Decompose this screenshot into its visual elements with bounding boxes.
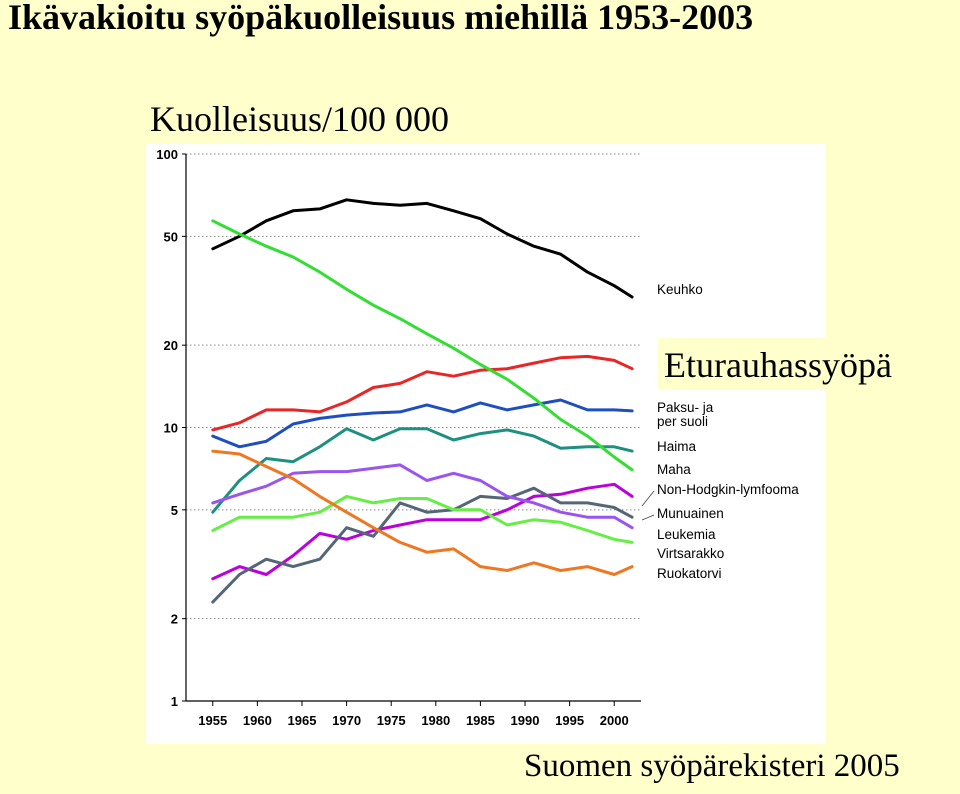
- legend-label-leukemia: Leukemia: [657, 527, 716, 542]
- legend-label-haima: Haima: [657, 439, 697, 454]
- y-tick-label-1: 1: [171, 694, 178, 709]
- y-tick-label-20: 20: [164, 338, 178, 353]
- legend-label-ruokatorvi: Ruokatorvi: [657, 566, 722, 581]
- y-tick-label-50: 50: [164, 229, 178, 244]
- legend-label-per-suoli: per suoli: [657, 414, 708, 429]
- x-tick-label-1955: 1955: [198, 713, 227, 728]
- series-line-leukemia: [211, 463, 634, 530]
- x-tick-label-1985: 1985: [466, 713, 495, 728]
- series-line-haima: [211, 427, 634, 514]
- y-tick-label-100: 100: [156, 147, 178, 162]
- x-tick-label-2000: 2000: [600, 713, 629, 728]
- x-tick-label-1960: 1960: [243, 713, 272, 728]
- legend-label-paksu-ja: Paksu- ja: [657, 400, 714, 415]
- y-axis-label: Kuolleisuus/100 000: [150, 99, 450, 139]
- series-line-keuhko: [211, 198, 634, 299]
- y-tick-label-10: 10: [164, 421, 178, 436]
- x-tick-label-1970: 1970: [332, 713, 361, 728]
- y-tick-label-2: 2: [171, 612, 178, 627]
- y-tick-label-5: 5: [171, 503, 178, 518]
- chart-title: Ikävakioitu syöpäkuolleisuus miehillä 19…: [8, 0, 754, 37]
- legend-label-munuainen: Munuainen: [657, 506, 724, 521]
- x-tick-label-1965: 1965: [288, 713, 317, 728]
- plot-panel: 1 2 5 10 20 50 100 1955 1960 1965 1970 1975 1980 1985…: [146, 144, 826, 744]
- line-chart: 1 2 5 10 20 50 100 1955 1960 1965 1970 1975 1980 1985…: [156, 147, 799, 728]
- series-line-maha: [211, 219, 634, 472]
- x-tick-label-1980: 1980: [421, 713, 450, 728]
- x-tick-label-1975: 1975: [377, 713, 406, 728]
- callout-label-prostate: Eturauhassyöpä: [664, 345, 892, 385]
- legend-label-non-hodgkin-lymfooma: Non-Hodgkin-lymfooma: [657, 482, 799, 497]
- leader-line-munuainen: [641, 514, 655, 521]
- series-line-ruokatorvi: [211, 449, 634, 576]
- x-tick-label-1990: 1990: [511, 713, 540, 728]
- legend-label-virtsarakko: Virtsarakko: [657, 546, 724, 561]
- series-line-non-hodgkin-lymfooma: [211, 482, 634, 581]
- legend-label-maha: Maha: [657, 462, 691, 477]
- callout-box: [658, 338, 912, 390]
- series-line-eturauhassy-p-: [211, 354, 634, 432]
- source-note: Suomen syöpärekisteri 2005: [524, 748, 900, 784]
- series-line-munuainen: [211, 486, 634, 604]
- legend-label-keuhko: Keuhko: [657, 282, 703, 297]
- series-line-paksu-ja-per-suoli: [211, 398, 634, 449]
- series-line-virtsarakko: [211, 494, 634, 544]
- x-tick-label-1995: 1995: [555, 713, 584, 728]
- leader-line-nhl: [641, 490, 655, 507]
